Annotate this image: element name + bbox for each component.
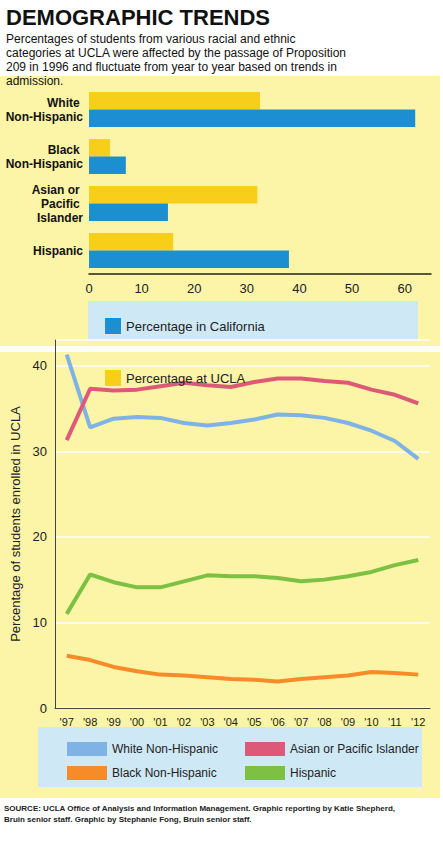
svg-text:0: 0 (85, 281, 92, 296)
svg-text:30: 30 (33, 444, 47, 459)
svg-text:'97: '97 (60, 716, 74, 728)
svg-text:'02: '02 (177, 716, 191, 728)
svg-text:10: 10 (33, 615, 47, 630)
svg-text:Percentage at UCLA: Percentage at UCLA (126, 371, 246, 386)
svg-text:'00: '00 (130, 716, 144, 728)
svg-text:'12: '12 (411, 716, 425, 728)
svg-text:20: 20 (33, 529, 47, 544)
svg-text:Percentages of students from v: Percentages of students from various rac… (6, 32, 299, 46)
svg-text:'10: '10 (364, 716, 378, 728)
svg-text:10: 10 (134, 281, 148, 296)
svg-text:60: 60 (397, 281, 411, 296)
svg-text:categories at UCLA were affect: categories at UCLA were affected by the … (6, 46, 349, 60)
svg-text:'99: '99 (106, 716, 120, 728)
svg-text:'98: '98 (83, 716, 97, 728)
svg-text:'06: '06 (270, 716, 284, 728)
svg-text:Asian or: Asian or (32, 183, 83, 197)
svg-text:SOURCE: UCLA Office of Analysi: SOURCE: UCLA Office of Analysis and Info… (4, 804, 397, 813)
svg-text:30: 30 (240, 281, 254, 296)
svg-text:40: 40 (33, 358, 47, 373)
svg-text:Percentage of students enrolle: Percentage of students enrolled in UCLA (8, 406, 23, 642)
svg-text:Hispanic: Hispanic (290, 766, 336, 780)
svg-text:Islander: Islander (37, 211, 83, 225)
svg-text:Black Non-Hispanic: Black Non-Hispanic (112, 766, 217, 780)
svg-text:209 in 1996 and fluctuate from: 209 in 1996 and fluctuate from year to y… (6, 60, 340, 74)
svg-text:White Non-Hispanic: White Non-Hispanic (112, 742, 218, 756)
svg-text:'03: '03 (200, 716, 214, 728)
svg-text:Pacific: Pacific (41, 197, 83, 211)
svg-text:Black: Black (48, 143, 83, 157)
svg-text:Asian or Pacific Islander: Asian or Pacific Islander (290, 742, 419, 756)
svg-text:50: 50 (345, 281, 359, 296)
svg-text:White: White (47, 96, 83, 110)
svg-text:Non-Hispanic: Non-Hispanic (6, 110, 84, 124)
svg-text:'01: '01 (153, 716, 167, 728)
svg-text:'07: '07 (294, 716, 308, 728)
svg-text:40: 40 (292, 281, 306, 296)
svg-text:Bruin senior staff. Graphic by: Bruin senior staff. Graphic by Stephanie… (4, 815, 252, 824)
svg-text:20: 20 (187, 281, 201, 296)
svg-text:0: 0 (40, 701, 47, 716)
svg-text:'09: '09 (341, 716, 355, 728)
svg-text:'04: '04 (224, 716, 238, 728)
svg-text:'08: '08 (317, 716, 331, 728)
svg-text:Non-Hispanic: Non-Hispanic (6, 157, 84, 171)
svg-text:DEMOGRAPHIC TRENDS: DEMOGRAPHIC TRENDS (6, 5, 270, 30)
svg-text:Hispanic: Hispanic (33, 244, 83, 258)
svg-text:Percentage in California: Percentage in California (126, 319, 266, 334)
svg-text:admission.: admission. (6, 74, 63, 88)
svg-text:'11: '11 (388, 716, 402, 728)
svg-text:'05: '05 (247, 716, 261, 728)
